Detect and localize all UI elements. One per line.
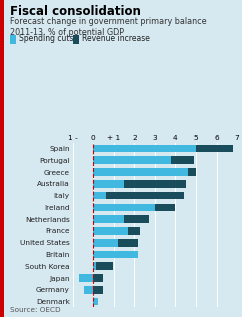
Bar [155,204,175,211]
Text: 2011-13, % of potential GDP: 2011-13, % of potential GDP [10,28,124,37]
Bar [128,227,140,235]
Bar [93,145,196,152]
Text: Forecast change in government primary balance: Forecast change in government primary ba… [10,17,206,26]
Bar [93,239,118,247]
Bar [79,274,93,282]
Bar [93,262,96,270]
Bar [93,286,103,294]
Bar [93,168,188,176]
Text: Revenue increase: Revenue increase [82,34,150,42]
Bar [106,192,184,199]
Bar [93,204,155,211]
Bar [84,286,93,294]
Bar [196,145,233,152]
Text: Fiscal consolidation: Fiscal consolidation [10,5,141,18]
Bar [188,168,196,176]
Bar [96,262,113,270]
Bar [124,180,186,188]
Bar [93,274,103,282]
Text: Spending cuts: Spending cuts [19,34,74,42]
Text: Source: OECD: Source: OECD [10,307,60,313]
Bar [93,298,98,306]
Bar [93,215,124,223]
Bar [93,251,138,258]
Bar [124,215,149,223]
Bar [93,192,106,199]
Bar [118,239,138,247]
Bar [93,227,128,235]
Bar [93,157,171,164]
Bar [93,180,124,188]
Bar [171,157,194,164]
